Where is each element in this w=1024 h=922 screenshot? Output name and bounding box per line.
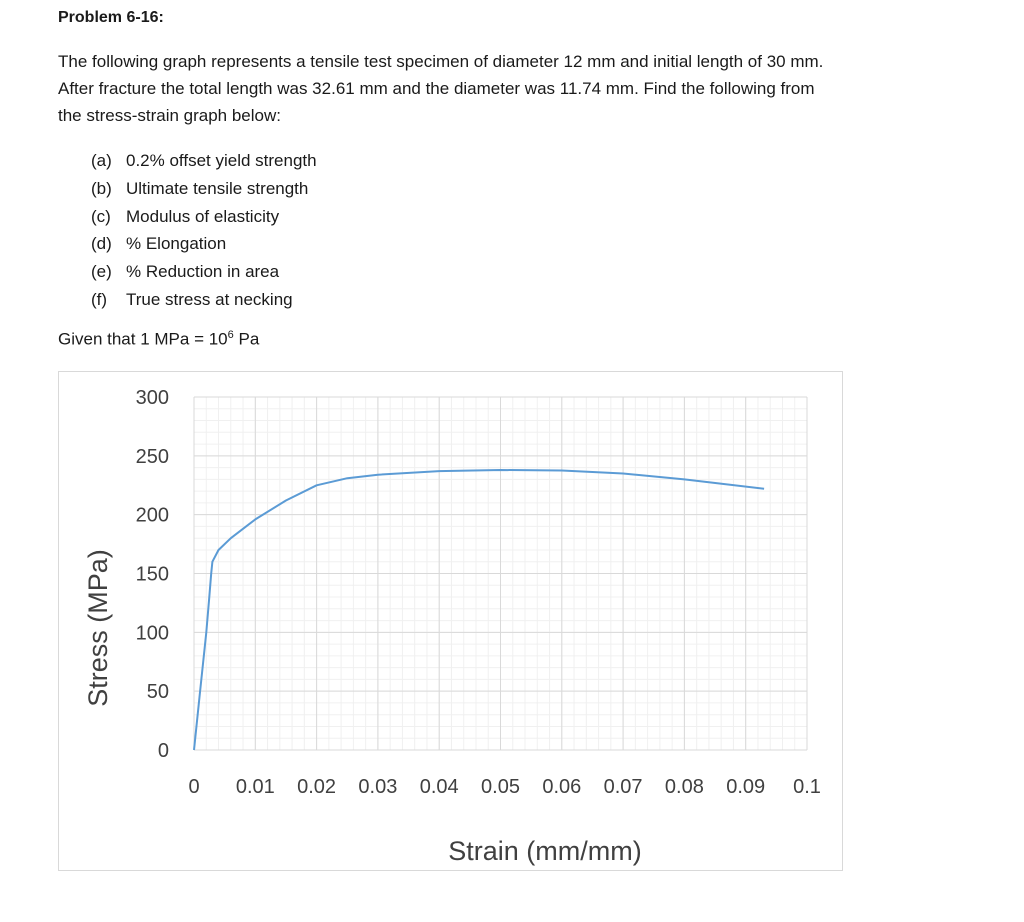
x-tick-label: 0.04: [420, 776, 459, 798]
question-item: (c) Modulus of elasticity: [91, 203, 317, 231]
given-statement: Given that 1 MPa = 106 Pa: [58, 329, 259, 350]
question-text: % Reduction in area: [126, 262, 280, 282]
statement-line: the stress-strain graph below:: [58, 106, 281, 125]
given-exponent: 6: [227, 329, 234, 341]
x-tick-label: 0.02: [297, 776, 336, 798]
given-suffix: Pa: [233, 329, 260, 349]
x-tick-label: 0: [188, 776, 199, 798]
question-label: (d): [91, 234, 112, 254]
y-axis-ticks: 300 250 200 150 100 50 0: [136, 387, 169, 762]
question-label: (f): [91, 289, 108, 309]
y-axis-title: Stress (MPa): [83, 549, 113, 707]
question-label: (a): [91, 151, 112, 170]
y-tick-label: 100: [136, 622, 169, 644]
question-list: (a) 0.2% offset yield strength (b) Ultimat…: [91, 147, 317, 314]
problem-title: Problem 6-16:: [58, 9, 164, 26]
x-axis-title: Strain (mm/mm): [448, 836, 641, 866]
question-text: 0.2% offset yield strength: [126, 151, 317, 170]
problem-statement: The following graph represents a tensile…: [58, 48, 958, 129]
x-tick-label: 0.09: [726, 776, 765, 798]
y-tick-label: 300: [136, 387, 169, 409]
y-tick-label: 150: [136, 564, 169, 586]
y-tick-label: 250: [136, 446, 169, 468]
x-axis-ticks: 0 0.01 0.02 0.03 0.04 0.05 0.06 0.07 0.08 0.09 0.1: [188, 776, 820, 798]
stress-strain-line: [193, 469, 765, 751]
y-tick-label: 200: [136, 505, 169, 527]
question-label: (b): [91, 178, 112, 198]
question-label: (e): [91, 262, 112, 282]
x-tick-label: 0.05: [481, 776, 520, 798]
question-item: (b) Ultimate tensile strength: [91, 175, 317, 203]
statement-line: The following graph represents a tensile…: [58, 52, 824, 71]
question-label: (c): [91, 206, 111, 226]
y-tick-label: 50: [147, 681, 169, 703]
x-tick-label: 0.06: [542, 776, 581, 798]
x-tick-label: 0.08: [665, 776, 704, 798]
question-text: % Elongation: [126, 234, 227, 254]
y-tick-label: 0: [158, 740, 169, 762]
given-prefix: Given that 1 MPa = 10: [58, 329, 228, 349]
chart-grid: [193, 396, 808, 751]
question-text: Modulus of elasticity: [126, 206, 280, 226]
question-item: (d) % Elongation: [91, 230, 317, 258]
x-tick-label: 0.1: [793, 776, 821, 798]
question-item: (a) 0.2% offset yield strength: [91, 147, 317, 175]
question-item: (e) % Reduction in area: [91, 258, 317, 286]
x-tick-label: 0.01: [236, 776, 275, 798]
x-tick-label: 0.03: [358, 776, 397, 798]
statement-line: After fracture the total length was 32.6…: [58, 79, 815, 98]
stress-strain-chart: 300 250 200 150 100 50 0 0 0.01 0.02 0.03 0.04 0.05…: [58, 371, 843, 871]
question-item: (f) True stress at necking: [91, 286, 317, 314]
chart-canvas: 300 250 200 150 100 50 0 0 0.01 0.02 0.03 0.04 0.05…: [83, 387, 821, 866]
question-text: Ultimate tensile strength: [126, 178, 309, 198]
data-series: [193, 469, 765, 751]
question-text: True stress at necking: [126, 289, 293, 309]
x-tick-label: 0.07: [604, 776, 643, 798]
